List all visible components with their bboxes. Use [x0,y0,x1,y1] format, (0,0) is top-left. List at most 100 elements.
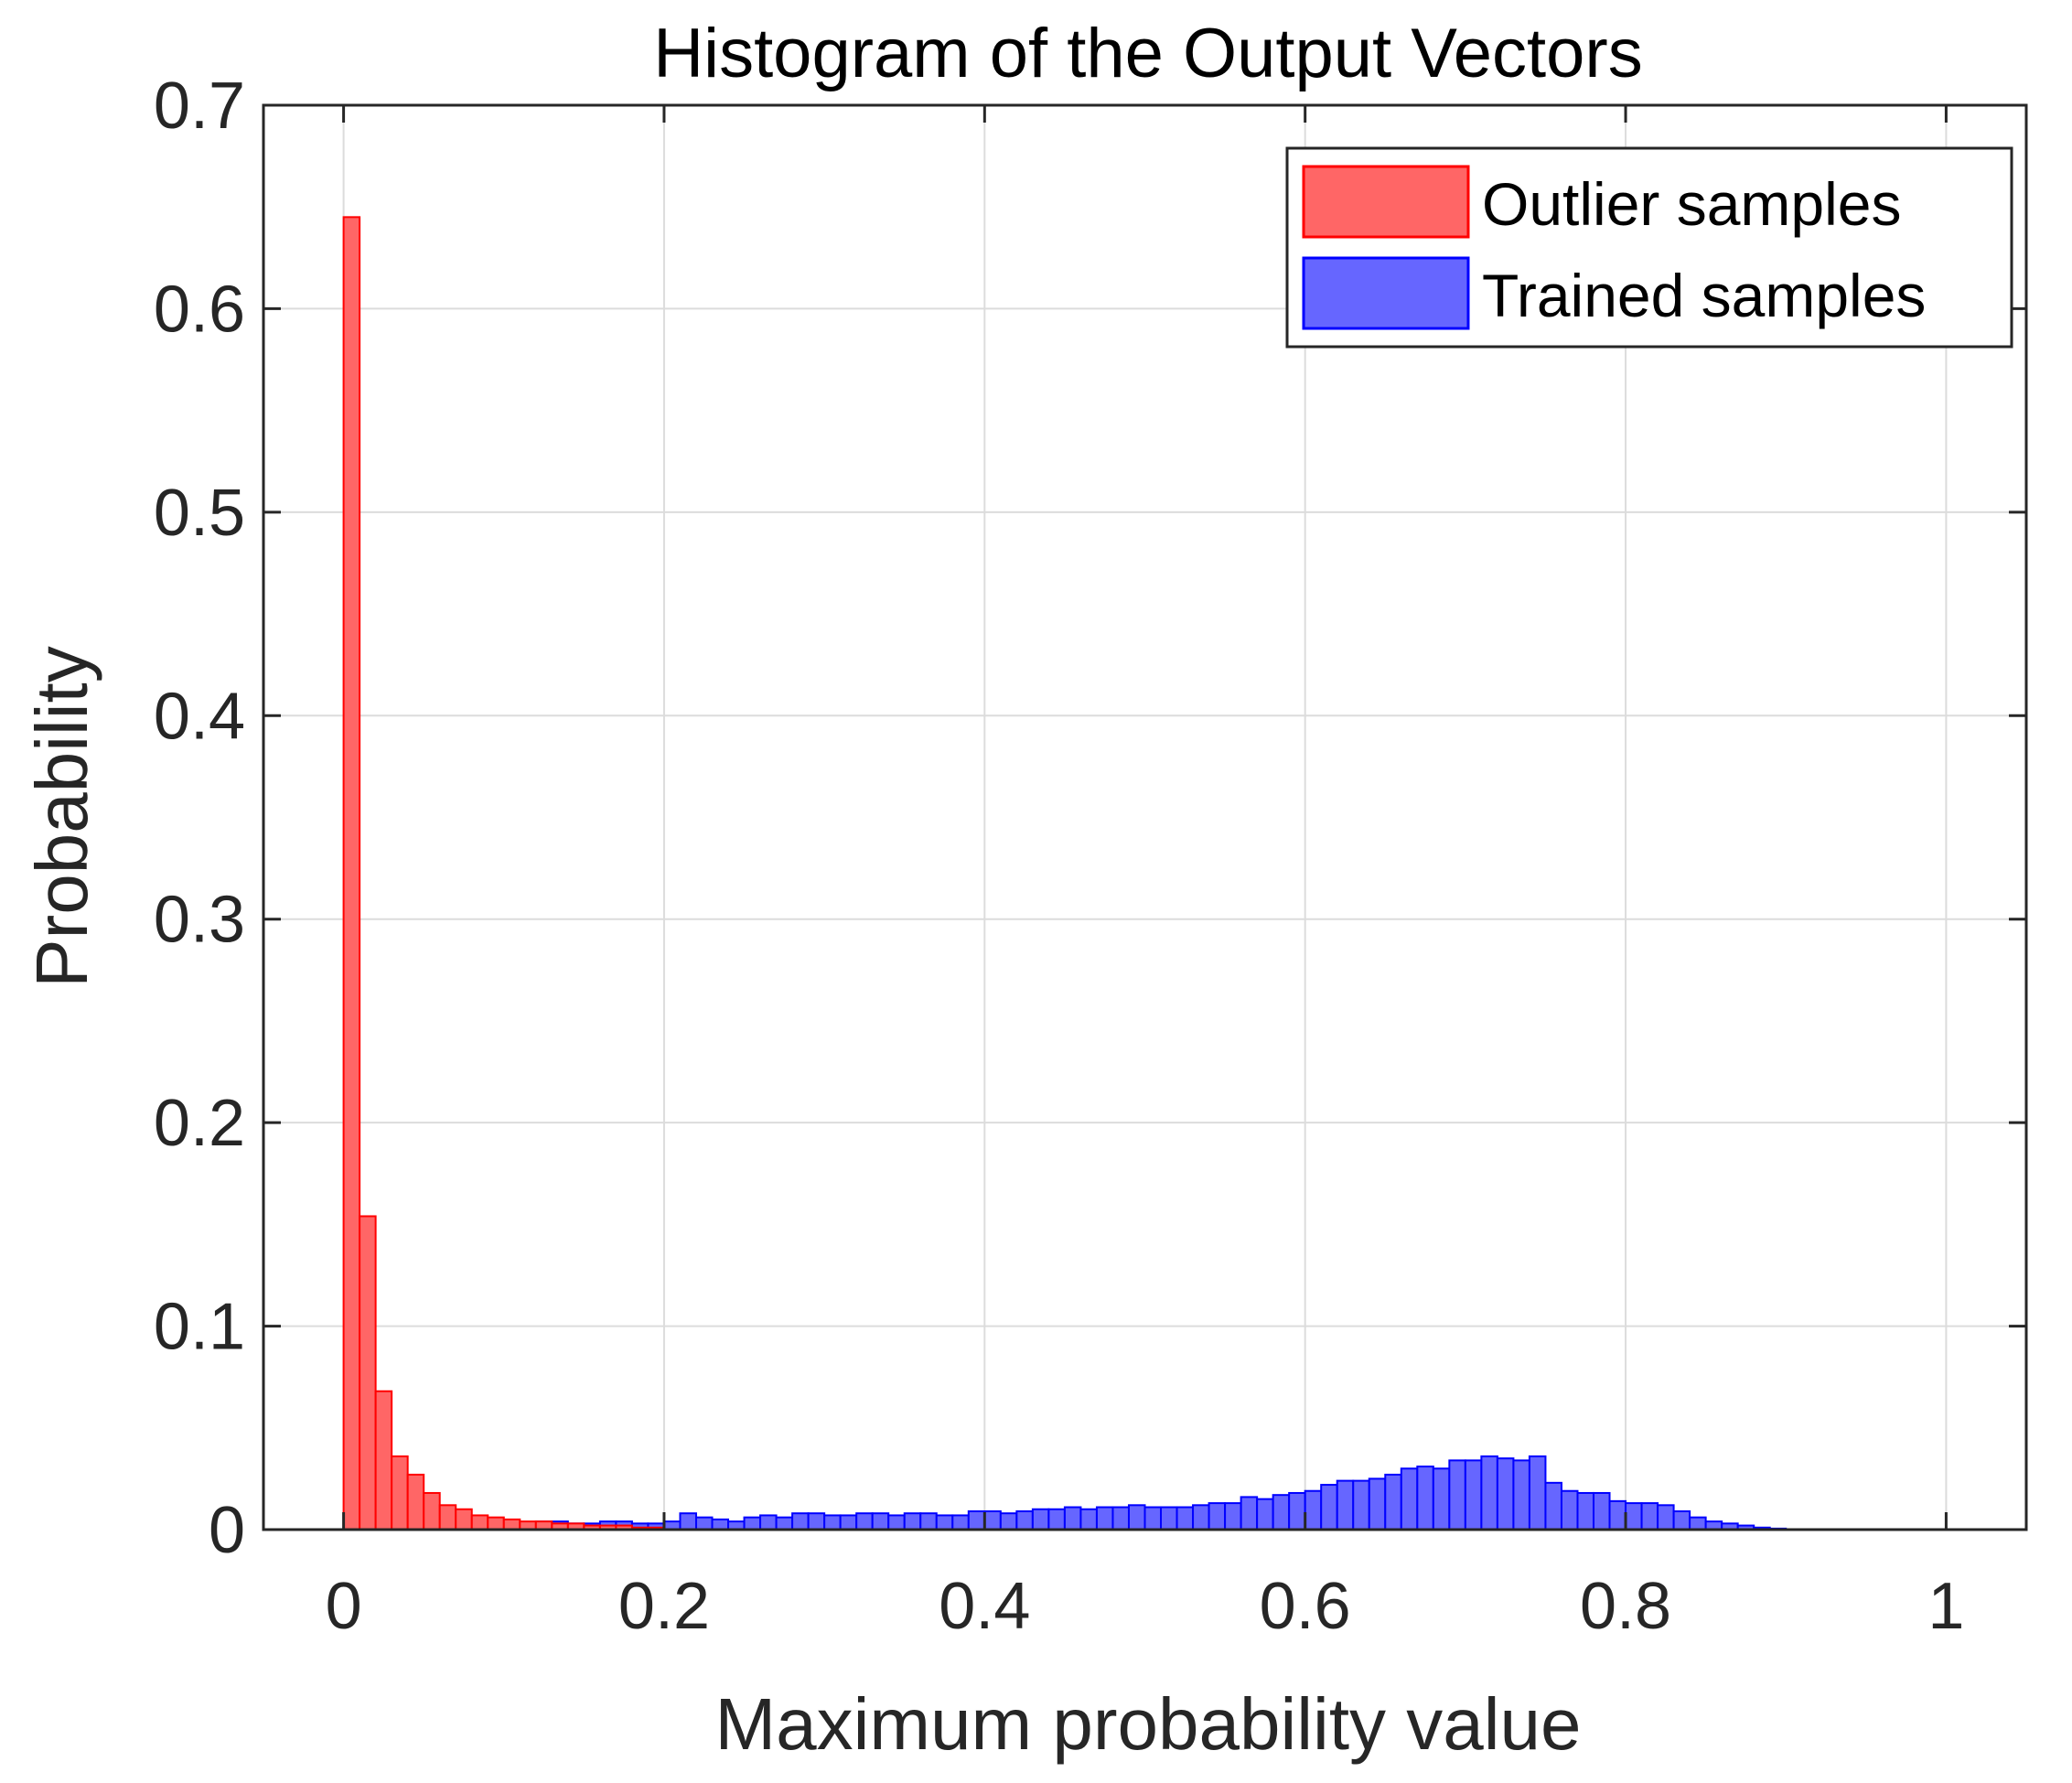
trained-bar [1176,1506,1195,1531]
outlier-bar [487,1516,505,1531]
x-tick-label: 0.6 [1260,1570,1351,1643]
trained-bar [1127,1504,1146,1531]
y-tick-label: 0.2 [154,1087,245,1160]
trained-bar [967,1509,986,1531]
chart-title: Histogram of the Output Vectors [653,15,1642,92]
axes-box [262,103,2028,1531]
trained-bar [1079,1508,1098,1531]
y-tick-label: 0 [209,1494,245,1567]
trained-bar [679,1512,697,1531]
trained-bar [1015,1509,1034,1531]
trained-bar [1336,1479,1355,1531]
trained-bar [1608,1499,1627,1531]
outlier-bar [342,216,361,1531]
y-tick-label: 0.3 [154,884,245,957]
trained-bar [1400,1467,1419,1531]
y-tick-label: 0.6 [154,273,245,346]
trained-bar [1143,1506,1163,1531]
trained-bar [807,1512,826,1531]
trained-bars-group [342,1455,1788,1531]
trained-bar [1208,1502,1227,1531]
trained-bar [1528,1455,1547,1531]
trained-bar [1047,1508,1066,1531]
trained-bar [1512,1459,1530,1531]
legend: Outlier samples Trained samples [1285,146,2013,349]
trained-bar [1224,1502,1242,1531]
outlier-bar [391,1455,409,1531]
outlier-bar [423,1491,441,1531]
x-tick-label: 0.8 [1580,1570,1671,1643]
trained-bar [1272,1494,1291,1531]
trained-bar [871,1512,890,1531]
trained-bar [1031,1508,1050,1531]
trained-bar [1160,1506,1178,1531]
x-tick-label: 0.2 [618,1570,710,1643]
trained-bar [1384,1473,1402,1531]
trained-bar [999,1512,1018,1531]
y-tick-label: 0.1 [154,1291,245,1364]
trained-bar [1304,1489,1323,1531]
trained-bar [1496,1457,1515,1531]
trained-bar [1352,1479,1370,1531]
legend-label-trained: Trained samples [1482,262,1926,329]
outlier-bar [406,1473,425,1531]
trained-bar [1544,1481,1562,1531]
trained-bar [1240,1496,1259,1531]
x-tick-label: 1 [1927,1570,1964,1643]
trained-bar [855,1512,874,1531]
outlier-bar [438,1504,457,1531]
trained-bar [1640,1502,1659,1531]
y-tick-label: 0.5 [154,477,245,550]
trained-bar [1560,1489,1579,1531]
trained-bar [791,1512,810,1531]
trained-bar [839,1514,858,1531]
trained-bar [1320,1484,1338,1531]
trained-bar [775,1516,794,1531]
trained-bar [1480,1455,1498,1531]
trained-bar [1464,1459,1483,1531]
outlier-bar [470,1514,489,1531]
outlier-bar [374,1390,393,1531]
trained-bar [1095,1506,1114,1531]
trained-bar [983,1509,1002,1531]
trained-bar [1689,1516,1707,1531]
trained-bar [1593,1491,1611,1531]
legend-label-outlier: Outlier samples [1482,170,1902,238]
trained-bar [1672,1509,1691,1531]
trained-bar [935,1514,954,1531]
trained-bar [743,1516,762,1531]
trained-bar [694,1516,714,1531]
trained-bar [823,1514,842,1531]
trained-bar [919,1512,938,1531]
trained-bar [1657,1504,1675,1531]
trained-bar [903,1512,922,1531]
trained-bar [1256,1498,1274,1531]
legend-swatch-outlier [1302,165,1470,239]
trained-bar [1416,1466,1434,1531]
outlier-bars-group [342,216,665,1531]
y-tick-labels: 0 0.1 0.2 0.3 0.4 0.5 0.6 0.7 [154,70,245,1567]
trained-bar [1111,1506,1130,1531]
trained-bar [1448,1459,1466,1531]
y-tick-label: 0.7 [154,70,245,143]
trained-bar [1368,1477,1387,1531]
x-axis-label: Maximum probability value [714,1683,1581,1765]
trained-bar [951,1514,970,1531]
trained-bar [711,1518,730,1531]
outlier-bar [455,1508,473,1531]
trained-bar [1192,1504,1210,1531]
trained-bar [1625,1502,1643,1531]
x-tick-labels: 0 0.2 0.4 0.6 0.8 1 [326,1570,1965,1643]
tick-marks [263,103,2026,1531]
outlier-bar [502,1518,521,1531]
x-tick-label: 0 [326,1570,362,1643]
x-tick-label: 0.4 [939,1570,1030,1643]
trained-bar [1432,1467,1451,1531]
trained-bar [1576,1491,1595,1531]
y-tick-label: 0.4 [154,680,245,753]
trained-bar [887,1514,906,1531]
trained-bar [759,1514,778,1531]
y-axis-label: Probability [21,646,102,988]
outlier-bar [359,1215,377,1531]
